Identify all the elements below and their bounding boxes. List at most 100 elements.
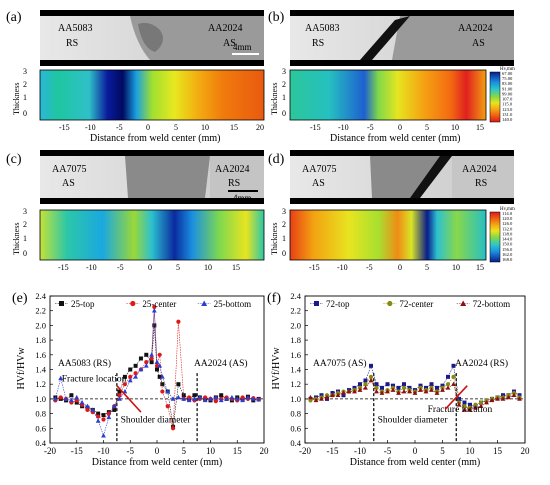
panel-d-colorbar-title: Hv,mm	[500, 207, 515, 212]
data-point	[250, 396, 256, 401]
data-point	[308, 394, 313, 400]
y-tick-label: 1.8	[35, 335, 46, 345]
data-point	[170, 426, 176, 431]
chart-e: (e) 0.4 0.6 0.8 1.0 1.2 1.4 1.6 1.8 2.0 2.2 2.4 -20 -…	[12, 291, 269, 468]
panel-b-right-side: AS	[472, 38, 485, 49]
panel-a-xtick-1: -10	[85, 123, 96, 132]
y-tick-label: 2.4	[290, 291, 301, 301]
data-point	[363, 385, 368, 390]
panel-d-right-material: AA2024	[462, 164, 496, 175]
panel-a-ytick-2: 2	[23, 80, 27, 89]
data-point	[478, 403, 484, 409]
panel-d-micro-top-bar	[290, 150, 514, 156]
x-tick-label: 10	[466, 446, 476, 456]
y-tick-label: 1.2	[290, 379, 301, 389]
panel-a-xtick-2: -5	[116, 123, 123, 132]
y-tick-label: 1.4	[290, 365, 301, 375]
panel-c-hardness-map	[39, 209, 265, 261]
panel-b-micro-bottom-bar	[290, 60, 514, 66]
colorbar-tick-label: 150.0	[502, 242, 513, 247]
data-point	[396, 390, 401, 395]
data-point	[511, 392, 517, 398]
panel-a-left-material: AA5083	[58, 23, 92, 34]
panel-d-right-side: RS	[475, 178, 487, 189]
panel-c-micro-top-bar	[40, 150, 264, 156]
x-tick-label: 5	[440, 446, 445, 456]
panel-c-xtick-4: 5	[176, 263, 180, 272]
data-point	[138, 366, 144, 372]
legend-label: 72-bottom	[473, 299, 511, 309]
colorbar-tick-label: 140.0	[502, 117, 513, 122]
data-point	[462, 404, 467, 409]
data-point	[106, 411, 111, 416]
x-axis-label: Distance from weld center (mm)	[92, 457, 223, 468]
data-point	[203, 395, 208, 400]
x-tick-label: -20	[44, 446, 56, 456]
data-point	[69, 393, 74, 398]
panel-a-xtick-3: 0	[146, 123, 150, 132]
annotation-right-material: AA2024 (AS)	[194, 358, 248, 369]
panel-a-xtick-0: -15	[59, 123, 70, 132]
x-tick-label: 20	[260, 446, 270, 456]
y-axis-label: HVf/HVw	[16, 347, 27, 390]
data-point	[157, 363, 163, 368]
data-point	[74, 394, 80, 400]
data-point	[69, 397, 74, 403]
panel-a-xlabel: Distance from weld center (mm)	[90, 133, 221, 144]
panel-a-xtick-5: 10	[201, 123, 209, 132]
data-point	[484, 399, 489, 405]
data-point	[144, 352, 149, 357]
x-tick-label: -5	[127, 446, 135, 456]
data-point	[418, 387, 423, 392]
data-point	[149, 352, 155, 357]
data-point	[152, 304, 157, 310]
panel-c-ytick-2: 2	[23, 220, 27, 229]
data-point	[149, 356, 154, 361]
annotation-shoulder: Shoulder diameter	[378, 415, 449, 425]
data-point	[176, 394, 181, 400]
x-tick-label: 10	[206, 446, 216, 456]
data-point	[219, 393, 224, 398]
data-point	[208, 396, 213, 401]
panel-b-left-material: AA5083	[305, 23, 339, 34]
data-point	[308, 398, 313, 403]
panel-c-weld-zone	[125, 156, 210, 198]
data-point	[407, 385, 412, 390]
data-point	[445, 385, 451, 390]
legend-label: 25-center	[142, 299, 176, 309]
panel-c-xtick-2: -5	[117, 263, 124, 272]
data-point	[138, 356, 143, 361]
colorbar-tick-label: 75.00	[502, 76, 513, 81]
data-point	[385, 382, 390, 387]
colorbar-tick-label: 123.0	[502, 107, 513, 112]
panel-c-ytick-0: 0	[23, 249, 27, 258]
panel-a-left-side: RS	[66, 38, 78, 49]
panel-c-scale-label: 4mm	[233, 193, 252, 203]
x-tick-label: -10	[354, 446, 366, 456]
data-point	[352, 388, 357, 394]
data-point	[240, 395, 245, 400]
panel-c-xtick-6: 15	[232, 263, 240, 272]
x-tick-label: -10	[98, 446, 110, 456]
data-point	[165, 388, 171, 394]
y-tick-label: 1.6	[35, 350, 46, 360]
data-point	[363, 378, 368, 383]
data-point	[152, 323, 157, 328]
data-point	[517, 396, 522, 401]
fracture-arrow	[116, 385, 142, 413]
data-point	[85, 403, 90, 409]
panel-d-ytick-1: 1	[282, 234, 286, 243]
data-point	[213, 399, 218, 404]
annotation-left-material: AA7075 (AS)	[313, 358, 367, 369]
data-point	[224, 396, 229, 401]
panel-d-label: (d)	[268, 152, 285, 167]
panel-c-label: (c)	[6, 152, 22, 167]
data-point	[402, 382, 406, 387]
data-point	[144, 360, 149, 365]
y-tick-label: 1.0	[35, 394, 46, 404]
data-point	[234, 396, 240, 401]
data-point	[478, 400, 484, 405]
panel-b-xtick-4: 5	[425, 123, 429, 132]
data-point	[324, 394, 330, 400]
data-point	[157, 374, 162, 379]
